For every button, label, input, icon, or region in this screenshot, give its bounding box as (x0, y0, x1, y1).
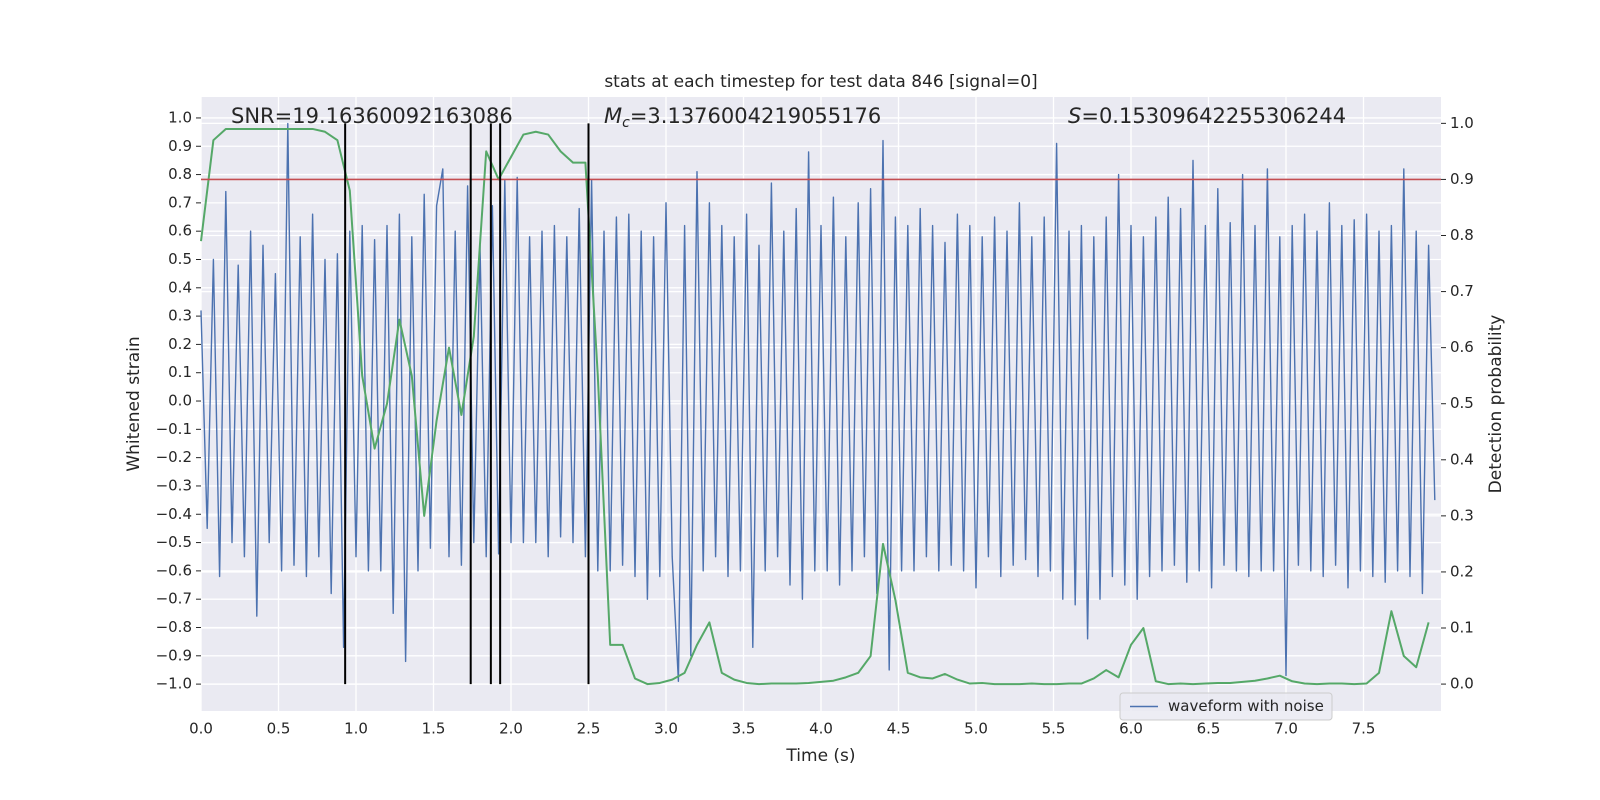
y2-tick-label: 0.9 (1450, 170, 1474, 188)
x-tick-label: 4.5 (887, 720, 911, 738)
x-tick-label: 3.5 (732, 720, 756, 738)
y-tick-label: 0.3 (168, 307, 192, 325)
y-tick-label: −1.0 (156, 675, 192, 693)
y2-tick-label: 0.7 (1450, 282, 1474, 300)
annotation: Mc=3.1376004219055176 (604, 104, 881, 131)
y2-tick-label: 0.4 (1450, 450, 1474, 468)
y-tick-label: −0.2 (156, 448, 192, 466)
x-tick-label: 3.0 (654, 720, 678, 738)
annotation-subscript: c (622, 115, 630, 131)
y-tick-label: 0.2 (168, 335, 192, 353)
x-tick-label: 0.5 (267, 720, 291, 738)
x-tick-label: 2.0 (499, 720, 523, 738)
y2-axis-label: Detection probability (1486, 315, 1506, 494)
x-tick-label: 1.0 (344, 720, 368, 738)
x-tick-label: 6.0 (1119, 720, 1143, 738)
x-tick-label: 6.5 (1197, 720, 1221, 738)
y-tick-label: 0.1 (168, 363, 192, 381)
x-tick-label: 1.5 (422, 720, 446, 738)
y2-tick-label: 0.2 (1450, 562, 1474, 580)
x-tick-label: 4.0 (809, 720, 833, 738)
y2-tick-label: 0.6 (1450, 338, 1474, 356)
y-tick-label: −0.8 (156, 618, 192, 636)
y-tick-label: 0.7 (168, 193, 192, 211)
legend: waveform with noise (1119, 692, 1333, 721)
y-tick-label: 0.4 (168, 278, 192, 296)
y-tick-label: 0.6 (168, 222, 192, 240)
legend-box (1119, 692, 1333, 721)
x-tick-label: 5.0 (964, 720, 988, 738)
x-tick-label: 0.0 (189, 720, 213, 738)
y-tick-label: −0.3 (156, 476, 192, 494)
y-tick-label: −0.1 (156, 420, 192, 438)
y-tick-label: −0.9 (156, 646, 192, 664)
annotation-text: =3.1376004219055176 (630, 104, 881, 128)
annotation: SNR=19.16360092163086 (231, 104, 513, 128)
probability-line (200, 127, 1430, 686)
y-tick-label: 0.0 (168, 392, 192, 410)
y2-tick-label: 0.1 (1450, 619, 1474, 637)
y2-tick-label: 0.8 (1450, 226, 1474, 244)
y-tick-label: −0.5 (156, 533, 192, 551)
x-tick-label: 7.0 (1274, 720, 1298, 738)
annotation-symbol: S (1068, 104, 1081, 128)
x-tick-label: 7.5 (1352, 720, 1376, 738)
y-tick-label: −0.4 (156, 505, 192, 523)
y-tick-label: −0.7 (156, 590, 192, 608)
annotation: S=0.15309642255306244 (1068, 104, 1346, 128)
y2-tick-label: 0.0 (1450, 675, 1474, 693)
y-tick-label: 1.0 (168, 108, 192, 126)
y-tick-label: 0.5 (168, 250, 192, 268)
y-axis-label: Whitened strain (124, 336, 144, 471)
chart-title: stats at each timestep for test data 846… (604, 72, 1037, 92)
x-tick-label: 5.5 (1042, 720, 1066, 738)
y2-tick-label: 0.3 (1450, 506, 1474, 524)
x-axis-label: Time (s) (785, 746, 855, 766)
annotation-text: SNR=19.16360092163086 (231, 104, 513, 128)
x-tick-label: 2.5 (577, 720, 601, 738)
y2-tick-label: 0.5 (1450, 394, 1474, 412)
y-tick-label: 0.8 (168, 165, 192, 183)
y-tick-label: 0.9 (168, 137, 192, 155)
y-tick-label: −0.6 (156, 561, 192, 579)
waveform-line (200, 122, 1436, 682)
y2-tick-label: 1.0 (1450, 114, 1474, 132)
legend-label: waveform with noise (1168, 697, 1324, 715)
annotation-symbol: M (604, 104, 622, 128)
annotation-text: =0.15309642255306244 (1081, 104, 1346, 128)
